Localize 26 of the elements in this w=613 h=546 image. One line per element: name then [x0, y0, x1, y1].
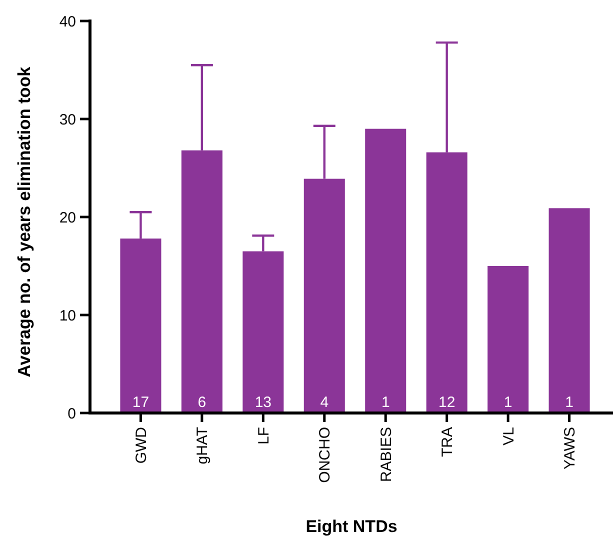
y-tick-label: 20 [59, 209, 76, 226]
x-axis-title: Eight NTDs [306, 517, 398, 536]
annotation: 12 [438, 394, 456, 411]
bar [365, 128, 406, 413]
y-tick-label: 10 [59, 307, 76, 324]
annotation: 1 [565, 394, 574, 411]
annotation: 1 [504, 394, 512, 411]
x-tick-label: gHAT [194, 427, 212, 464]
y-axis-title: Average no. of years elimination took [14, 66, 34, 378]
x-tick-label: TRA [439, 427, 456, 457]
y-tick-label: 30 [59, 111, 76, 128]
y-tick-label: 40 [59, 13, 76, 30]
annotation: 6 [198, 394, 206, 411]
annotation: 17 [132, 394, 150, 411]
annotation: 4 [320, 394, 329, 411]
x-tick-label: LF [255, 427, 272, 445]
x-tick-label: GWD [132, 426, 150, 464]
annotation: 13 [254, 394, 272, 411]
x-tick-label: VL [500, 427, 518, 446]
x-tick-label: ONCHO [316, 427, 334, 483]
bar [488, 266, 529, 413]
x-tick-label: YAWS [562, 427, 579, 470]
annotation: 1 [381, 394, 390, 411]
y-tick-label: 0 [68, 405, 76, 422]
bar [548, 208, 590, 413]
x-tick-label: RABIES [378, 427, 395, 482]
